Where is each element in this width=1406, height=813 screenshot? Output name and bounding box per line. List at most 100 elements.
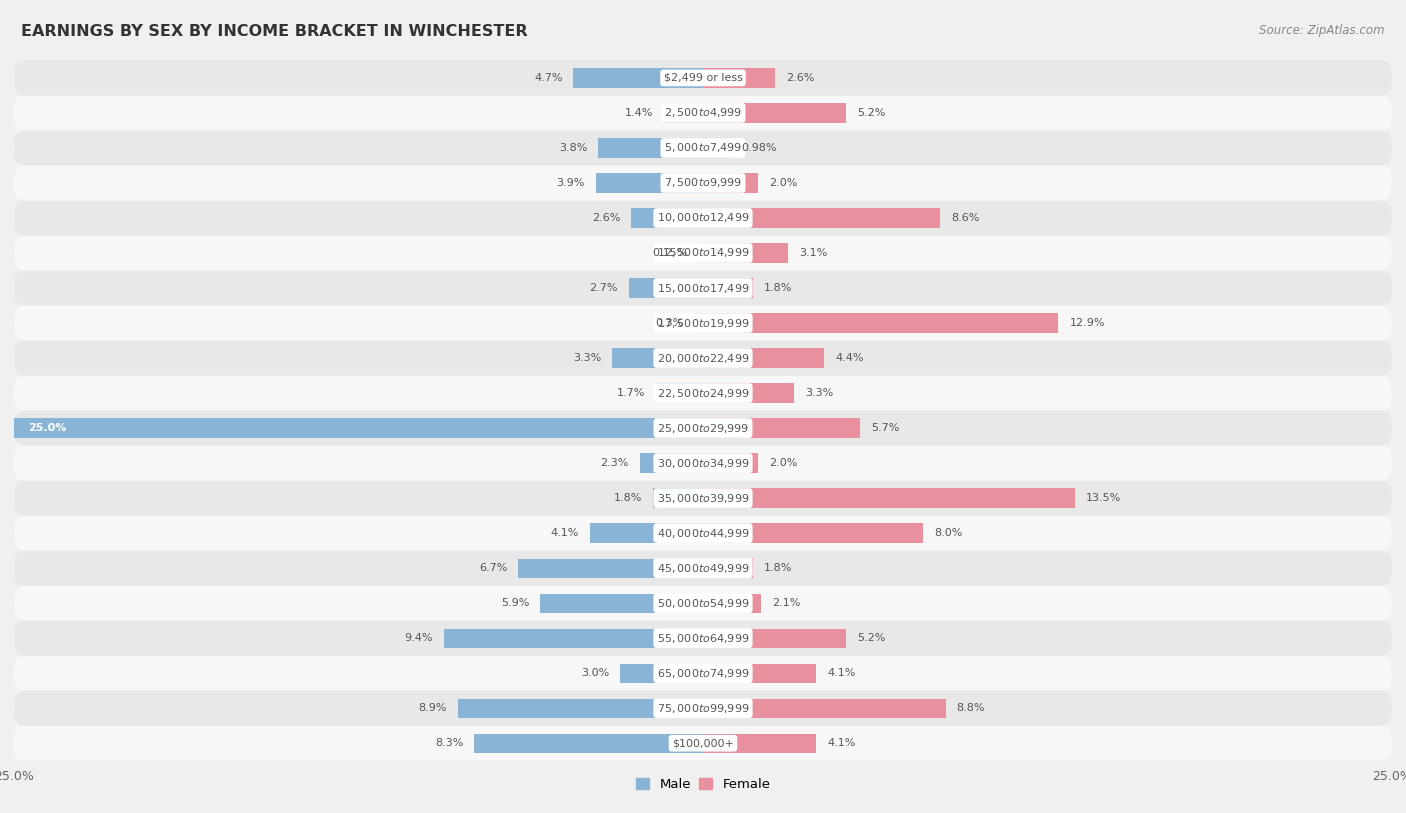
Text: 3.8%: 3.8% xyxy=(558,143,588,153)
FancyBboxPatch shape xyxy=(14,236,1392,271)
Text: 8.8%: 8.8% xyxy=(956,703,986,713)
Text: $45,000 to $49,999: $45,000 to $49,999 xyxy=(657,562,749,575)
FancyBboxPatch shape xyxy=(14,166,1392,201)
Text: $22,500 to $24,999: $22,500 to $24,999 xyxy=(657,386,749,399)
Text: 5.2%: 5.2% xyxy=(858,633,886,643)
Text: 12.9%: 12.9% xyxy=(1070,318,1105,328)
Text: 2.7%: 2.7% xyxy=(589,283,617,293)
Text: 9.4%: 9.4% xyxy=(405,633,433,643)
Text: $10,000 to $12,499: $10,000 to $12,499 xyxy=(657,211,749,224)
FancyBboxPatch shape xyxy=(14,306,1392,341)
Text: $100,000+: $100,000+ xyxy=(672,738,734,748)
Text: 3.9%: 3.9% xyxy=(557,178,585,188)
Bar xyxy=(699,243,703,263)
Text: 8.0%: 8.0% xyxy=(935,528,963,538)
FancyBboxPatch shape xyxy=(14,201,1392,236)
Bar xyxy=(628,278,703,298)
Bar xyxy=(599,138,703,158)
Bar xyxy=(574,68,703,88)
Text: 2.1%: 2.1% xyxy=(772,598,800,608)
FancyBboxPatch shape xyxy=(14,480,1392,515)
Text: $50,000 to $54,999: $50,000 to $54,999 xyxy=(657,597,749,610)
FancyBboxPatch shape xyxy=(14,341,1392,376)
FancyBboxPatch shape xyxy=(14,95,1392,130)
Bar xyxy=(703,103,846,123)
Text: $20,000 to $22,499: $20,000 to $22,499 xyxy=(657,351,749,364)
Bar xyxy=(703,593,761,613)
Text: 1.8%: 1.8% xyxy=(763,563,792,573)
Bar xyxy=(458,698,703,718)
Text: 1.8%: 1.8% xyxy=(763,283,792,293)
Bar xyxy=(654,489,703,508)
Text: 5.2%: 5.2% xyxy=(858,108,886,118)
Bar xyxy=(596,173,703,193)
Text: 3.3%: 3.3% xyxy=(806,388,834,398)
Bar xyxy=(657,384,703,402)
Bar xyxy=(540,593,703,613)
Bar xyxy=(703,208,941,228)
Bar xyxy=(703,733,815,753)
Bar xyxy=(703,278,752,298)
FancyBboxPatch shape xyxy=(14,411,1392,446)
Text: 4.4%: 4.4% xyxy=(835,353,863,363)
FancyBboxPatch shape xyxy=(14,655,1392,691)
Bar xyxy=(703,559,752,578)
Bar xyxy=(695,313,703,333)
Bar xyxy=(703,384,794,402)
Bar xyxy=(640,454,703,472)
Text: $30,000 to $34,999: $30,000 to $34,999 xyxy=(657,457,749,470)
FancyBboxPatch shape xyxy=(14,620,1392,655)
FancyBboxPatch shape xyxy=(14,550,1392,585)
FancyBboxPatch shape xyxy=(14,60,1392,95)
FancyBboxPatch shape xyxy=(14,446,1392,480)
Text: 0.3%: 0.3% xyxy=(655,318,683,328)
Text: 1.4%: 1.4% xyxy=(626,108,654,118)
FancyBboxPatch shape xyxy=(14,691,1392,726)
Bar xyxy=(703,524,924,543)
Bar xyxy=(703,454,758,472)
Text: 8.6%: 8.6% xyxy=(950,213,980,223)
Text: 2.6%: 2.6% xyxy=(592,213,620,223)
Bar xyxy=(519,559,703,578)
Bar xyxy=(703,663,815,683)
Text: Source: ZipAtlas.com: Source: ZipAtlas.com xyxy=(1260,24,1385,37)
Bar xyxy=(14,419,703,437)
Legend: Male, Female: Male, Female xyxy=(630,773,776,797)
FancyBboxPatch shape xyxy=(14,271,1392,306)
Text: 8.3%: 8.3% xyxy=(434,738,463,748)
Text: 2.3%: 2.3% xyxy=(600,458,628,468)
Text: 8.9%: 8.9% xyxy=(418,703,447,713)
Bar xyxy=(444,628,703,648)
Bar xyxy=(703,68,775,88)
Text: 13.5%: 13.5% xyxy=(1085,493,1122,503)
Text: $40,000 to $44,999: $40,000 to $44,999 xyxy=(657,527,749,540)
Text: 4.1%: 4.1% xyxy=(827,738,855,748)
Bar xyxy=(703,628,846,648)
Text: 5.9%: 5.9% xyxy=(501,598,530,608)
Text: 6.7%: 6.7% xyxy=(479,563,508,573)
Text: $2,500 to $4,999: $2,500 to $4,999 xyxy=(664,107,742,120)
Bar xyxy=(612,349,703,367)
Text: $15,000 to $17,499: $15,000 to $17,499 xyxy=(657,281,749,294)
Bar xyxy=(703,489,1076,508)
FancyBboxPatch shape xyxy=(14,130,1392,166)
FancyBboxPatch shape xyxy=(14,376,1392,411)
Text: $7,500 to $9,999: $7,500 to $9,999 xyxy=(664,176,742,189)
Text: 1.7%: 1.7% xyxy=(617,388,645,398)
Bar xyxy=(703,419,860,437)
Text: 2.0%: 2.0% xyxy=(769,178,797,188)
Text: $55,000 to $64,999: $55,000 to $64,999 xyxy=(657,632,749,645)
Text: $75,000 to $99,999: $75,000 to $99,999 xyxy=(657,702,749,715)
Text: 4.7%: 4.7% xyxy=(534,73,562,83)
Bar xyxy=(703,243,789,263)
FancyBboxPatch shape xyxy=(14,585,1392,620)
Text: 1.8%: 1.8% xyxy=(614,493,643,503)
Text: $25,000 to $29,999: $25,000 to $29,999 xyxy=(657,422,749,435)
Text: 4.1%: 4.1% xyxy=(551,528,579,538)
FancyBboxPatch shape xyxy=(14,726,1392,761)
Text: 2.0%: 2.0% xyxy=(769,458,797,468)
Bar xyxy=(703,349,824,367)
Text: $12,500 to $14,999: $12,500 to $14,999 xyxy=(657,246,749,259)
Text: 0.98%: 0.98% xyxy=(741,143,776,153)
Bar xyxy=(703,173,758,193)
